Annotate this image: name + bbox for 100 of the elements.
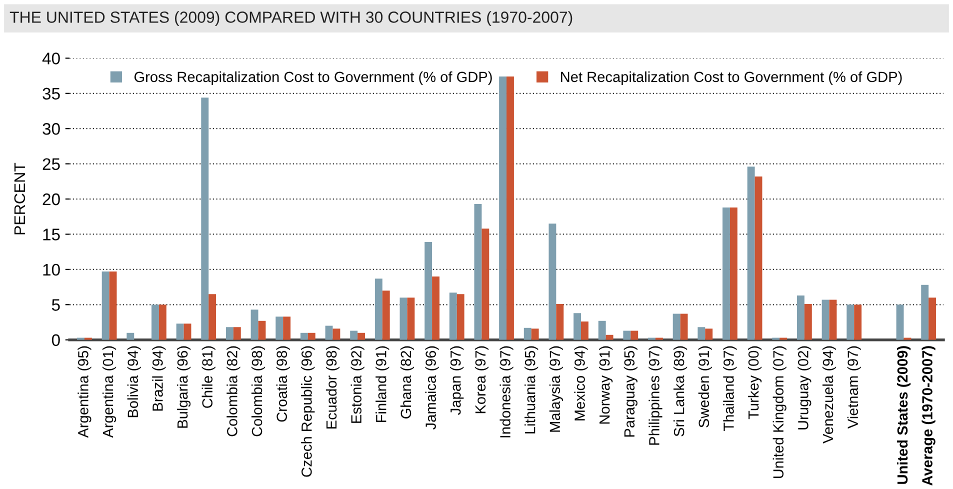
legend-label: Net Recapitalization Cost to Government (% of GDP) (561, 71, 902, 85)
bar (574, 313, 581, 340)
bar (449, 292, 457, 340)
bar (300, 332, 308, 340)
bar (705, 328, 713, 340)
bar (208, 294, 216, 340)
x-tick-label: Lithuania (95) (524, 346, 538, 434)
bar (176, 324, 184, 340)
bar (581, 322, 588, 340)
x-tick-label: Chile (81) (202, 346, 216, 408)
x-tick-label: Ecuador (98) (326, 346, 340, 429)
x-tick-label: Sweden (91) (698, 346, 712, 428)
x-tick-label: Average (1970-2007) (922, 346, 936, 486)
bar (829, 300, 837, 340)
bar (400, 298, 408, 340)
bar (854, 304, 862, 340)
x-tick-label: Vietnam (97) (847, 346, 861, 429)
x-tick-label: Malaysia (97) (549, 346, 563, 432)
bar (474, 204, 482, 340)
bar (308, 332, 316, 340)
bar (184, 324, 192, 340)
bar (226, 327, 234, 340)
bar (672, 314, 680, 340)
bar (250, 310, 258, 340)
x-tick-label: Uruguay (02) (798, 346, 812, 430)
x-tick-label: Indonesia (97) (500, 346, 514, 438)
bar (456, 294, 464, 340)
x-tick-label: Finland (91) (376, 346, 390, 422)
x-tick-label: Estonia (92) (350, 346, 364, 423)
bar (796, 295, 804, 340)
bar (846, 304, 854, 340)
bar (506, 76, 514, 340)
y-tick-label: 40 (42, 52, 60, 64)
bar (374, 278, 382, 340)
bar (822, 300, 830, 340)
chart-title: THE UNITED STATES (2009) COMPARED WITH 30 COUNTRIES (1970-2007) (10, 11, 572, 26)
x-tick-label: Thailand (97) (723, 346, 737, 431)
bar (276, 316, 284, 340)
bar (630, 330, 638, 340)
bar (283, 316, 291, 340)
x-tick-label: Japan (97) (450, 346, 464, 415)
bar (432, 276, 440, 340)
x-tick-label: Brazil (94) (152, 346, 166, 411)
bar (499, 76, 507, 340)
bar (747, 166, 755, 340)
bar (598, 320, 606, 340)
bar (258, 320, 266, 340)
bar (722, 207, 730, 340)
bar (804, 304, 812, 340)
x-tick-label: Philippines (97) (648, 346, 662, 445)
bar (482, 228, 490, 340)
bar (524, 328, 532, 340)
bar (102, 272, 110, 340)
x-tick-label: Paraguay (95) (624, 346, 638, 437)
bar (233, 327, 241, 340)
y-tick-label: 0 (52, 334, 60, 346)
x-tick-label: Turkey (00) (748, 346, 762, 420)
y-tick-label: 25 (42, 158, 60, 170)
x-tick-label: Croatia (98) (276, 346, 290, 422)
y-tick-label: 35 (42, 88, 60, 100)
x-tick-label: Bolivia (94) (127, 346, 141, 418)
bar (158, 304, 166, 340)
bar (350, 330, 358, 340)
bar (623, 330, 631, 340)
bar (325, 326, 333, 340)
x-tick-label: Argentina (95) (78, 346, 92, 438)
bar (548, 224, 556, 340)
y-tick-label: 20 (42, 193, 60, 206)
bar (151, 304, 159, 340)
bar (730, 207, 738, 340)
bar (332, 328, 340, 340)
x-tick-label: Czech Republic (96) (301, 346, 315, 477)
bar (754, 176, 762, 340)
bar (680, 314, 688, 340)
x-tick-label: Colombia (82) (226, 346, 240, 436)
bar (407, 298, 415, 340)
y-tick-label: 15 (43, 228, 60, 240)
bar (698, 327, 706, 340)
x-tick-label: Argentina (01) (102, 346, 116, 438)
bar (126, 332, 134, 340)
bar (556, 304, 564, 340)
bar (928, 298, 936, 340)
y-tick-label: 5 (52, 299, 60, 311)
bar (921, 284, 929, 340)
bar (531, 328, 539, 340)
y-axis-title: PERCENT (14, 162, 26, 234)
x-tick-label: Ghana (82) (400, 346, 414, 418)
bar (382, 290, 390, 340)
bar (896, 304, 904, 340)
x-tick-label: United Kingdom (07) (772, 346, 786, 478)
bar (424, 242, 432, 340)
bar (109, 272, 117, 340)
bar (606, 334, 614, 340)
x-tick-label: Colombia (98) (251, 346, 266, 436)
y-tick-label: 30 (42, 123, 60, 135)
x-tick-label: Mexico (94) (574, 346, 588, 420)
x-tick-label: Bulgaria (96) (176, 346, 191, 428)
x-tick-label: Sri Lanka (89) (674, 346, 688, 436)
x-tick-label: United States (2009) (896, 346, 911, 484)
x-tick-label: Jamaica (96) (425, 346, 439, 430)
